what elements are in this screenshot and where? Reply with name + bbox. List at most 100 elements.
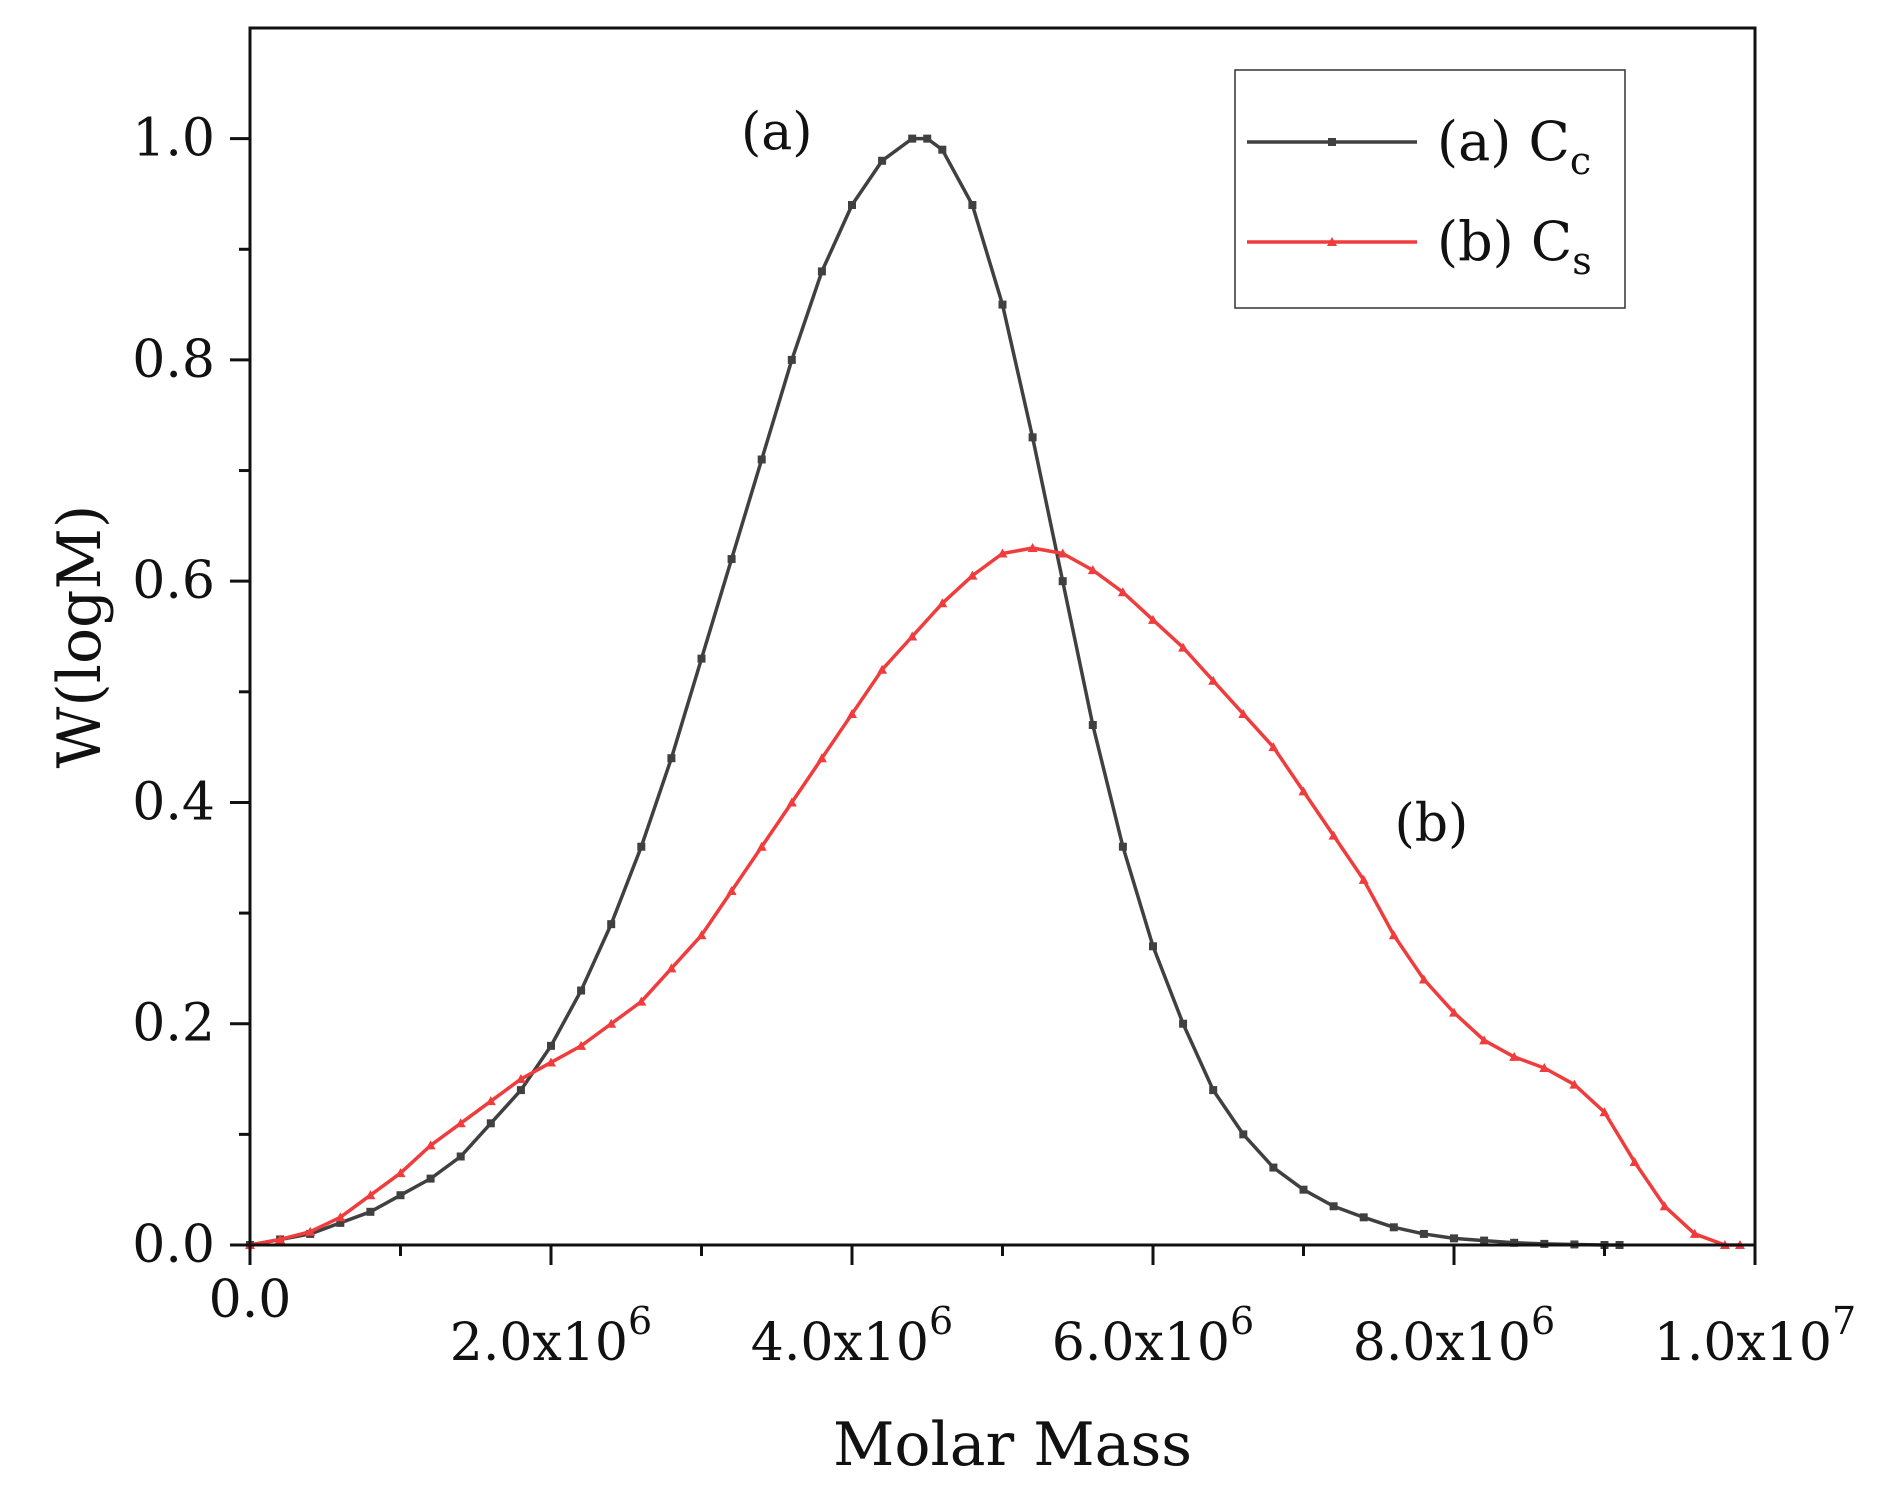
data-point: [636, 996, 647, 1006]
data-point: [516, 1086, 525, 1095]
y-tick-label: 0.2: [132, 994, 215, 1054]
x-tick-exponent: 7: [1832, 1299, 1856, 1343]
x-tick-label: 8.0x106: [1353, 1299, 1555, 1373]
data-point: [455, 1118, 466, 1128]
data-point: [1328, 830, 1339, 840]
axes: [230, 26, 1757, 1265]
data-point: [607, 920, 616, 929]
x-tick-exponent: 6: [929, 1299, 953, 1343]
x-tick-exponent: 6: [1230, 1299, 1254, 1343]
data-point: [305, 1226, 316, 1236]
data-point: [938, 145, 947, 154]
x-tick-mantissa: 4.0x10: [751, 1313, 929, 1373]
data-point: [1418, 974, 1429, 984]
data-point: [1359, 1213, 1368, 1222]
legend-marker: [1328, 138, 1336, 146]
data-point: [1179, 1019, 1188, 1028]
data-point: [1539, 1062, 1550, 1072]
data-point: [1629, 1157, 1640, 1167]
x-tick-mantissa: 2.0x10: [450, 1313, 628, 1373]
legend-entry-subscript: s: [1572, 239, 1592, 283]
data-point: [666, 963, 677, 973]
data-point: [877, 664, 888, 674]
data-point: [1599, 1107, 1610, 1117]
legend-entry-subscript: c: [1570, 139, 1591, 183]
data-point: [1118, 842, 1127, 851]
labels: 0.00.20.40.60.81.00.02.0x106 4.0x106 6.0x1…: [45, 103, 1856, 1480]
x-tick-label: 1.0x107: [1654, 1299, 1856, 1373]
x-tick-label: 4.0x106: [751, 1299, 953, 1373]
x-tick-mantissa: 6.0x10: [1052, 1313, 1230, 1373]
data-point: [1450, 1234, 1458, 1243]
data-point: [1057, 548, 1068, 558]
data-point: [336, 1218, 345, 1227]
data-point: [1388, 930, 1399, 940]
data-point: [667, 754, 676, 763]
data-point: [1088, 721, 1097, 730]
data-point: [968, 201, 977, 210]
data-point: [937, 598, 948, 608]
data-point: [546, 1057, 556, 1067]
series-layer: [245, 134, 1745, 1249]
data-point: [426, 1174, 435, 1183]
data-point: [637, 842, 646, 851]
legend-marker: [1327, 237, 1337, 246]
legend-entry: (b) Cs: [1437, 210, 1592, 283]
data-point: [787, 355, 796, 364]
legend-entry-name: (b) C: [1437, 210, 1572, 273]
data-point: [577, 986, 586, 995]
y-tick-label: 0.8: [132, 330, 215, 390]
data-point: [1389, 1223, 1398, 1232]
data-point: [923, 134, 932, 143]
data-point: [757, 455, 766, 464]
data-point: [908, 134, 917, 143]
x-tick-exponent: 6: [628, 1299, 652, 1343]
data-point: [1358, 874, 1369, 884]
data-point: [606, 1018, 617, 1028]
data-point: [395, 1168, 406, 1178]
data-point: [576, 1040, 587, 1050]
data-point: [1058, 577, 1067, 586]
data-point: [1178, 642, 1189, 652]
y-tick-label: 0.4: [132, 772, 215, 832]
x-axis-title: Molar Mass: [833, 1410, 1192, 1480]
y-axis-title: W(logM): [45, 505, 115, 769]
curve-annotation: (a): [741, 103, 813, 163]
x-tick-label: 0.0: [209, 1270, 292, 1330]
data-point: [816, 753, 827, 763]
data-point: [1209, 1086, 1218, 1095]
curve-annotation: (b): [1394, 794, 1468, 854]
data-point: [1479, 1035, 1490, 1045]
x-tick-mantissa: 1.0x10: [1654, 1313, 1832, 1373]
data-point: [365, 1190, 376, 1200]
data-point: [697, 654, 706, 663]
data-point: [998, 300, 1007, 309]
legend-box: [1234, 69, 1626, 309]
data-point: [756, 841, 767, 851]
data-point: [1298, 786, 1309, 796]
data-point: [1569, 1079, 1580, 1089]
data-point: [967, 570, 978, 580]
data-point: [1419, 1229, 1428, 1238]
legend: (a) Cc (b) Cs: [1234, 69, 1626, 309]
data-point: [515, 1074, 526, 1084]
data-point: [1268, 742, 1279, 752]
data-point: [907, 631, 918, 641]
data-point: [848, 201, 856, 210]
data-point: [1087, 565, 1098, 575]
data-point: [485, 1096, 496, 1106]
data-point: [1117, 587, 1128, 597]
series-c: [246, 134, 1624, 1249]
x-tick-mantissa: 8.0x10: [1353, 1313, 1531, 1373]
data-point: [817, 267, 826, 276]
data-point: [696, 930, 707, 940]
data-point: [878, 156, 887, 165]
data-point: [1208, 675, 1219, 685]
data-point: [786, 797, 797, 807]
data-point: [396, 1191, 405, 1200]
data-point: [726, 885, 737, 895]
series-line: [249, 136, 1620, 1247]
data-point: [847, 708, 857, 718]
data-point: [727, 555, 736, 564]
